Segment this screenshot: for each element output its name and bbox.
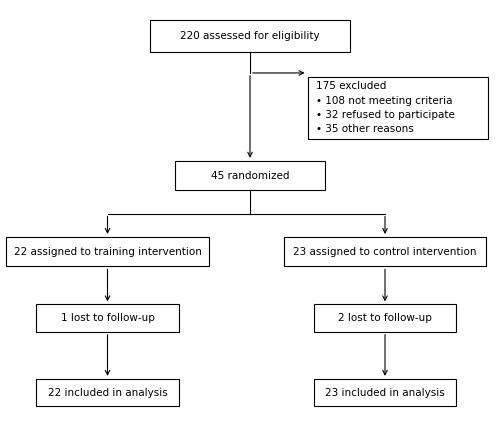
FancyBboxPatch shape xyxy=(150,20,350,52)
FancyBboxPatch shape xyxy=(36,305,179,332)
Text: 45 randomized: 45 randomized xyxy=(211,170,289,181)
FancyBboxPatch shape xyxy=(308,77,488,139)
FancyBboxPatch shape xyxy=(314,305,456,332)
Text: 22 included in analysis: 22 included in analysis xyxy=(48,387,168,398)
FancyBboxPatch shape xyxy=(175,161,325,190)
Text: 2 lost to follow-up: 2 lost to follow-up xyxy=(338,313,432,323)
Text: 1 lost to follow-up: 1 lost to follow-up xyxy=(60,313,154,323)
FancyBboxPatch shape xyxy=(36,379,179,406)
Text: 22 assigned to training intervention: 22 assigned to training intervention xyxy=(14,247,202,257)
Text: 23 assigned to control intervention: 23 assigned to control intervention xyxy=(293,247,477,257)
Text: 23 included in analysis: 23 included in analysis xyxy=(325,387,445,398)
Text: 220 assessed for eligibility: 220 assessed for eligibility xyxy=(180,31,320,41)
Text: 175 excluded
• 108 not meeting criteria
• 32 refused to participate
• 35 other r: 175 excluded • 108 not meeting criteria … xyxy=(316,81,456,135)
FancyBboxPatch shape xyxy=(6,237,209,266)
FancyBboxPatch shape xyxy=(284,237,486,266)
FancyBboxPatch shape xyxy=(314,379,456,406)
